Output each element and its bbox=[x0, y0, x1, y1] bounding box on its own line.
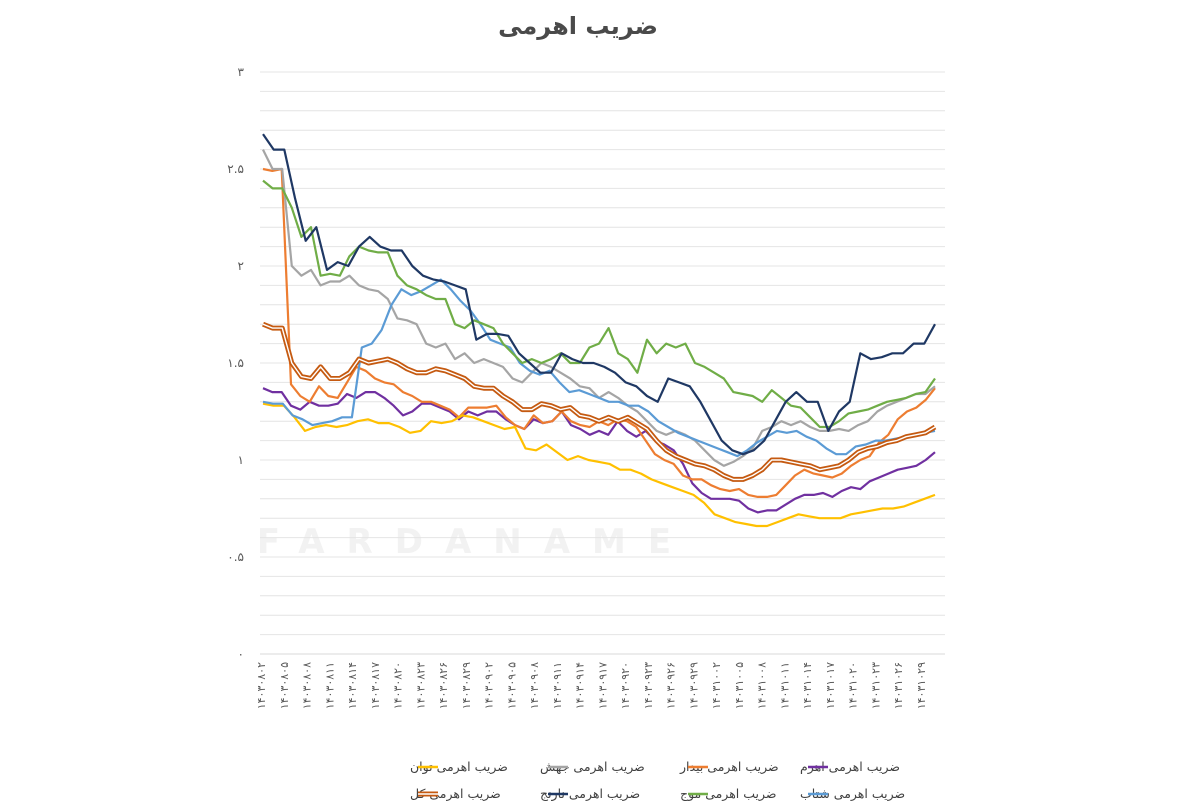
y-tick-label: ۰.۵ bbox=[227, 550, 244, 564]
series-line bbox=[262, 278, 936, 458]
legend-label: ضریب اهرمی کل bbox=[410, 786, 501, 802]
chart-title: ضریب اهرمی bbox=[498, 12, 658, 40]
x-tick-label: ۱۴۰۳۰۹۲۰ bbox=[619, 662, 632, 709]
x-tick-label: ۱۴۰۳۰۹۱۷ bbox=[596, 662, 609, 709]
x-tick-label: ۱۴۰۳۰۹۰۵ bbox=[505, 662, 518, 709]
x-tick-label: ۱۴۰۳۰۹۱۱ bbox=[551, 662, 564, 709]
x-tick-label: ۱۴۰۳۱۰۱۴ bbox=[801, 662, 814, 709]
series-line-total-inner bbox=[262, 323, 936, 481]
y-tick-label: ۲ bbox=[238, 259, 244, 273]
x-tick-label: ۱۴۰۳۱۰۲۳ bbox=[869, 662, 882, 709]
x-tick-label: ۱۴۰۳۰۸۱۴ bbox=[346, 662, 359, 709]
series-line bbox=[262, 179, 936, 429]
x-tick-label: ۱۴۰۳۱۰۰۵ bbox=[733, 662, 746, 709]
x-tick-label: ۱۴۰۳۰۹۲۹ bbox=[687, 662, 700, 709]
x-tick-label: ۱۴۰۳۱۰۱۱ bbox=[778, 662, 791, 709]
y-tick-label: ۳ bbox=[238, 65, 245, 79]
x-tick-label: ۱۴۰۳۰۸۲۶ bbox=[437, 662, 450, 709]
y-tick-label: ۲.۵ bbox=[227, 162, 244, 176]
y-tick-label: ۱ bbox=[238, 453, 244, 467]
series-line bbox=[262, 402, 936, 528]
x-tick-label: ۱۴۰۳۰۹۲۳ bbox=[642, 662, 655, 709]
legend-label: ضریب اهرمی توان bbox=[410, 759, 508, 775]
y-tick-label: ۰ bbox=[238, 647, 244, 661]
x-tick-label: ۱۴۰۳۰۸۲۳ bbox=[414, 662, 427, 709]
x-tick-label: ۱۴۰۳۱۰۲۰ bbox=[847, 662, 860, 709]
y-axis-ticks: ۰ ۰.۵ ۱ ۱.۵ ۲ ۲.۵ ۳ bbox=[227, 65, 244, 661]
x-tick-label: ۱۴۰۳۰۸۰۸ bbox=[301, 662, 314, 709]
legend-label: ضریب اهرمی شتاب bbox=[800, 786, 905, 802]
x-tick-label: ۱۴۰۳۰۹۲۶ bbox=[665, 662, 678, 709]
legend-label: ضریب اهرمی موج bbox=[680, 786, 777, 802]
watermark-text: FARDANAME bbox=[257, 522, 693, 562]
y-tick-label: ۱.۵ bbox=[227, 356, 244, 370]
x-tick-label: ۱۴۰۳۰۸۲۹ bbox=[460, 662, 473, 709]
legend-label: ضریب اهرمی اهرم bbox=[800, 759, 900, 775]
x-tick-label: ۱۴۰۳۰۹۱۴ bbox=[574, 662, 587, 709]
series-line bbox=[262, 167, 936, 498]
x-tick-label: ۱۴۰۳۰۹۰۲ bbox=[483, 662, 496, 709]
x-tick-label: ۱۴۰۳۰۸۲۰ bbox=[392, 662, 405, 709]
x-tick-label: ۱۴۰۳۰۹۰۸ bbox=[528, 662, 541, 709]
watermark: FARDANAME bbox=[257, 522, 693, 562]
series-line bbox=[262, 387, 936, 514]
legend-label: ضریب اهرمی بیدار bbox=[679, 759, 779, 775]
legend-label: ضریب اهرمی جهش bbox=[540, 759, 645, 775]
x-tick-label: ۱۴۰۳۱۰۱۷ bbox=[824, 662, 837, 709]
x-tick-label: ۱۴۰۳۰۸۱۷ bbox=[369, 662, 382, 709]
x-axis-ticks: ۱۴۰۳۰۸۰۲ ۱۴۰۳۰۸۰۵ ۱۴۰۳۰۸۰۸ ۱۴۰۳۰۸۱۱ ۱۴۰۳۰۸۱۴… bbox=[255, 662, 928, 709]
x-tick-label: ۱۴۰۳۱۰۰۸ bbox=[756, 662, 769, 709]
series-line bbox=[262, 133, 936, 456]
legend-label: ضریب اهرمی نارنج bbox=[540, 786, 640, 802]
x-tick-label: ۱۴۰۳۰۸۰۲ bbox=[255, 662, 268, 709]
series-lines bbox=[262, 133, 937, 528]
x-tick-label: ۱۴۰۳۰۸۱۱ bbox=[323, 662, 336, 709]
x-tick-label: ۱۴۰۳۰۸۰۵ bbox=[278, 662, 291, 709]
legend: ضریب اهرمی اهرم ضریب اهرمی بیدار ضریب اهرم… bbox=[410, 759, 905, 802]
x-tick-label: ۱۴۰۳۱۰۲۹ bbox=[915, 662, 928, 709]
x-tick-label: ۱۴۰۳۱۰۰۲ bbox=[710, 662, 723, 709]
x-tick-label: ۱۴۰۳۱۰۲۶ bbox=[892, 662, 905, 709]
